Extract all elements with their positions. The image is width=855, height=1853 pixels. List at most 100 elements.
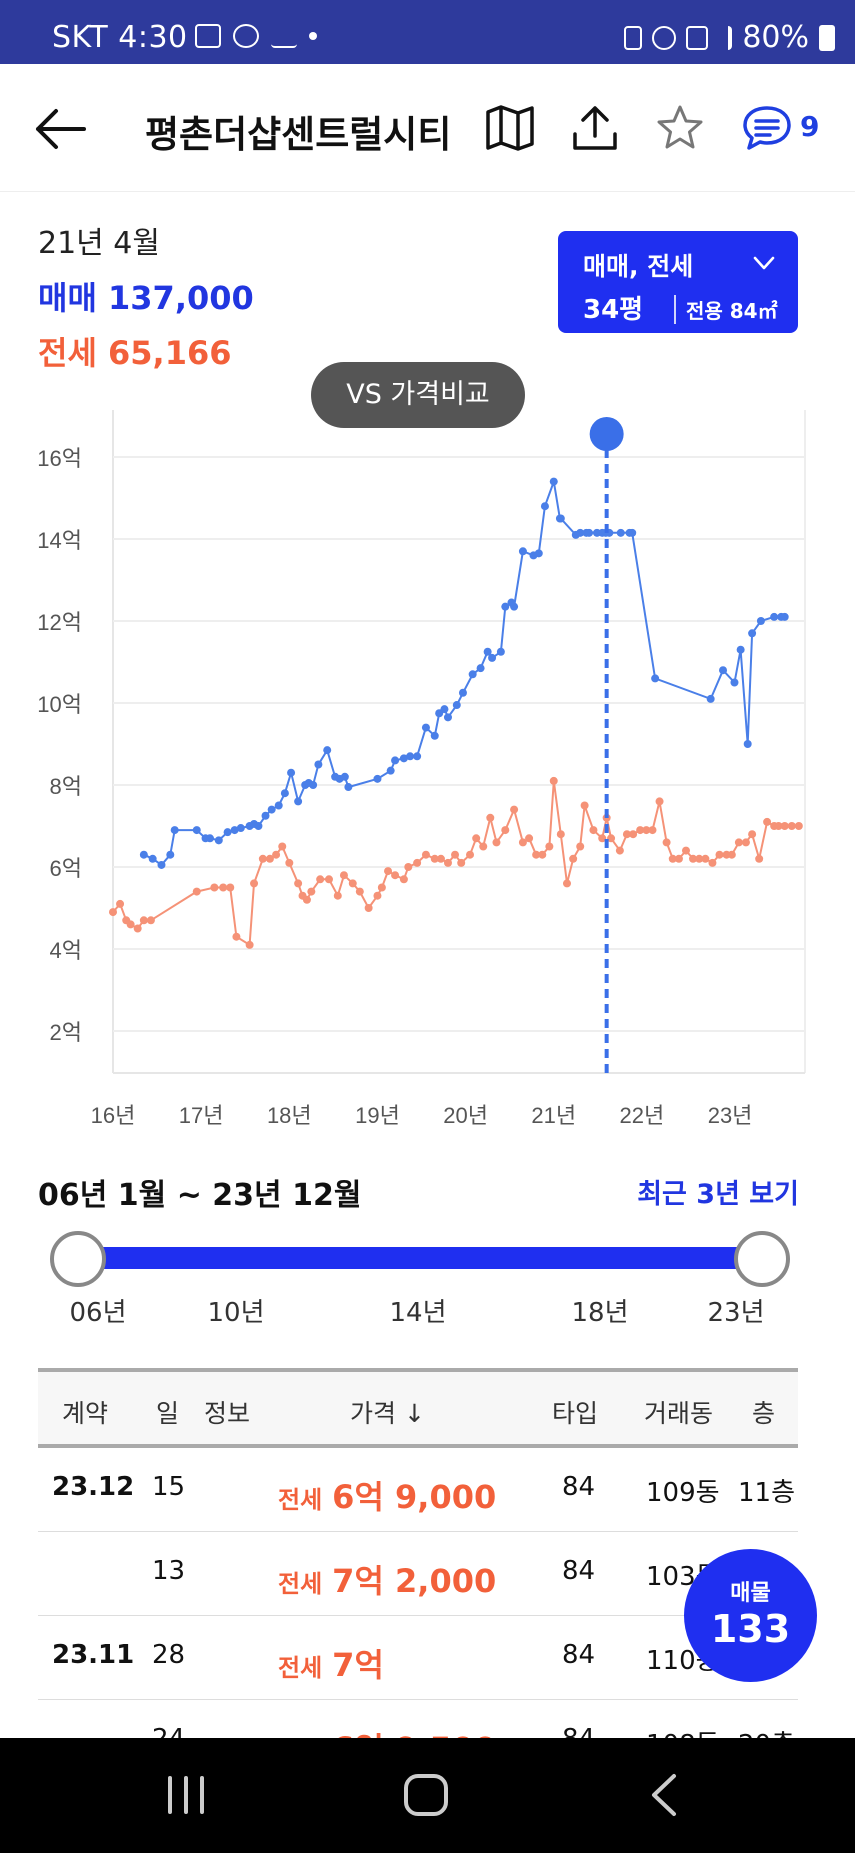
col-floor[interactable]: 층 xyxy=(752,1399,776,1428)
row-floor: 11층 xyxy=(738,1478,796,1508)
jeonse-data-point xyxy=(391,871,400,880)
jeonse-data-point xyxy=(681,846,690,855)
trade-data-point xyxy=(736,645,745,654)
fab-count: 133 xyxy=(710,1607,791,1651)
trade-data-point xyxy=(323,746,332,755)
trade-data-point xyxy=(468,670,477,679)
jeonse-data-point xyxy=(576,842,585,851)
row-type: 84 xyxy=(562,1556,596,1586)
jeonse-data-point xyxy=(307,887,316,896)
trade-data-point xyxy=(214,836,223,845)
trade-data-point xyxy=(743,740,752,748)
recent-apps-icon[interactable] xyxy=(158,1770,214,1820)
trade-data-point xyxy=(170,826,179,835)
battery-saver-icon xyxy=(624,25,643,50)
jeonse-data-point xyxy=(689,854,698,863)
row-day: 15 xyxy=(152,1472,186,1502)
x-tick-label: 19년 xyxy=(355,1103,400,1128)
slider-tick-label: 06년 xyxy=(69,1298,127,1328)
price-chart[interactable]: 2억 4억 6억 8억 10억 12억 14억 16억 16년 17년 18년 19년 20년 21년 22… xyxy=(0,410,855,1140)
jeonse-data-point xyxy=(510,805,519,814)
map-icon[interactable] xyxy=(484,102,536,154)
jeonse-data-point xyxy=(139,916,148,925)
x-tick-label: 22년 xyxy=(620,1103,665,1128)
y-tick-label: 12억 xyxy=(37,610,82,635)
back-nav-icon[interactable] xyxy=(638,1770,694,1820)
jeonse-data-point xyxy=(741,838,750,847)
jeonse-data-point xyxy=(373,891,382,900)
jeonse-data-point xyxy=(466,850,475,859)
comment-icon[interactable] xyxy=(741,102,793,154)
share-icon[interactable] xyxy=(569,102,621,154)
jeonse-data-point xyxy=(607,834,616,843)
app-header: 평촌더샵센트럴시티 9 xyxy=(0,64,855,192)
col-contract[interactable]: 계약 xyxy=(62,1399,109,1428)
table-header: 계약 일 정보 가격 ↓ 타입 거래동 층 xyxy=(38,1368,798,1448)
row-dong: 109동 xyxy=(646,1478,720,1508)
pyeong-label: 34평 xyxy=(583,295,644,325)
jeonse-data-point xyxy=(146,916,155,925)
row-day: 28 xyxy=(152,1640,186,1670)
trade-data-point xyxy=(192,826,201,835)
more-notifications-icon xyxy=(309,32,317,40)
trade-data-point xyxy=(261,811,270,820)
row-price-amount: 7억 xyxy=(332,1646,384,1684)
trade-data-point xyxy=(294,797,303,806)
trade-data-point xyxy=(391,756,400,765)
jeonse-data-point xyxy=(479,842,488,851)
row-price-amount: 7억 2,000 xyxy=(332,1562,497,1600)
jeonse-data-point xyxy=(708,858,717,867)
jeonse-data-point xyxy=(734,838,743,847)
status-bar: SKT 4:30 80% xyxy=(0,0,855,64)
table-row[interactable]: 13 전세 7억 2,000 84 103동 xyxy=(38,1532,798,1616)
vs-compare-button[interactable]: VS 가격비교 xyxy=(311,362,525,428)
col-info[interactable]: 정보 xyxy=(204,1399,251,1428)
trade-data-point xyxy=(458,688,467,697)
jeonse-data-point xyxy=(492,838,501,847)
col-dong[interactable]: 거래동 xyxy=(644,1399,714,1428)
area-label: 전용 84㎡ xyxy=(674,295,778,324)
jeonse-data-point xyxy=(549,776,558,785)
system-nav-bar xyxy=(0,1738,855,1853)
trade-data-point xyxy=(148,854,157,863)
cursor-handle[interactable] xyxy=(589,417,624,451)
slider-tick-label: 14년 xyxy=(389,1298,447,1328)
trade-data-point xyxy=(340,772,349,781)
home-icon[interactable] xyxy=(398,1770,454,1820)
back-arrow-icon[interactable] xyxy=(34,104,88,154)
trade-data-point xyxy=(314,760,323,769)
range-slider-track[interactable] xyxy=(78,1247,762,1269)
row-price-type: 전세 xyxy=(278,1654,323,1682)
trade-data-point xyxy=(483,647,492,656)
deal-type-selector[interactable]: 매매, 전세 34평 전용 84㎡ xyxy=(558,231,798,333)
jeonse-series-line xyxy=(112,780,799,947)
y-tick-label: 2억 xyxy=(50,1020,82,1045)
jeonse-data-point xyxy=(662,838,671,847)
jeonse-data-point xyxy=(126,920,135,929)
comment-count[interactable]: 9 xyxy=(800,110,820,143)
range-slider-end-handle[interactable] xyxy=(734,1231,790,1287)
listings-fab-button[interactable]: 매물 133 xyxy=(684,1549,817,1682)
jeonse-data-point xyxy=(715,850,724,859)
battery-percent: 80% xyxy=(742,20,809,55)
trade-data-point xyxy=(287,768,296,777)
recent-3-years-link[interactable]: 최근 3년 보기 xyxy=(637,1179,799,1210)
row-price-type: 전세 xyxy=(278,1570,323,1598)
star-favorite-icon[interactable] xyxy=(654,102,706,154)
col-day[interactable]: 일 xyxy=(156,1399,180,1428)
col-type[interactable]: 타입 xyxy=(552,1399,599,1428)
jeonse-data-point xyxy=(348,879,357,888)
row-price: 전세 6억 9,000 xyxy=(278,1472,496,1518)
col-price[interactable]: 가격 ↓ xyxy=(350,1399,425,1428)
jeonse-data-point xyxy=(794,822,803,830)
stock-chart-icon xyxy=(271,24,297,48)
table-row[interactable]: 23.12 15 전세 6억 9,000 84 109동 11층 xyxy=(38,1448,798,1532)
trade-data-point xyxy=(540,502,549,511)
jeonse-data-point xyxy=(580,801,589,810)
jeonse-data-point xyxy=(755,854,764,863)
row-day: 13 xyxy=(152,1556,186,1586)
trade-data-point xyxy=(254,822,263,830)
jeonse-data-point xyxy=(116,899,125,908)
trade-data-point xyxy=(399,754,408,763)
range-slider-start-handle[interactable] xyxy=(50,1231,106,1287)
